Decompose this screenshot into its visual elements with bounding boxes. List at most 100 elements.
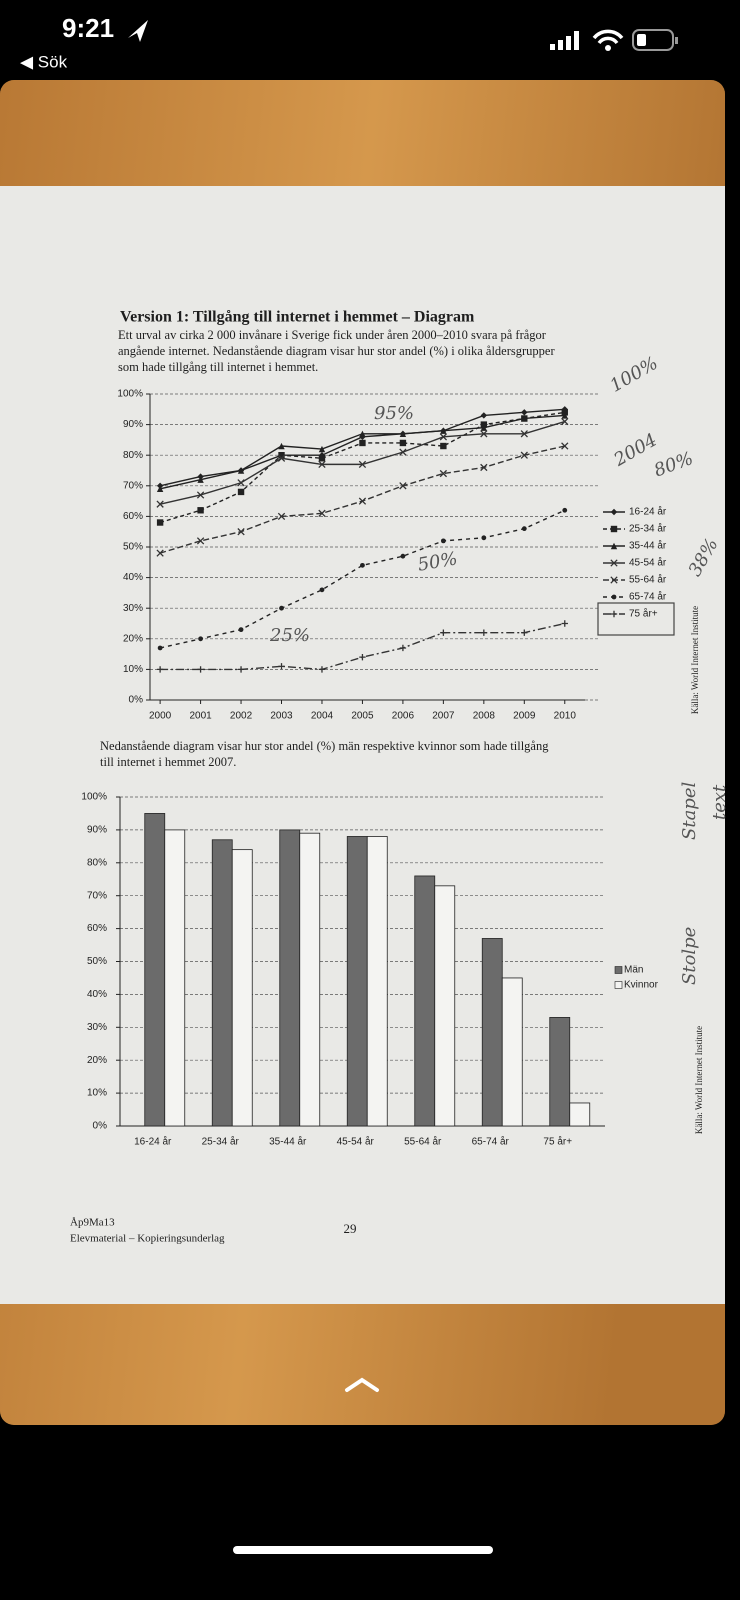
handwritten-note: text: [709, 784, 730, 820]
bar: [549, 1017, 571, 1127]
marker: [561, 412, 568, 419]
expand-chevron[interactable]: [345, 1377, 379, 1392]
marker: [359, 430, 366, 437]
handwritten-note: Stolpe: [679, 927, 700, 985]
marker: [278, 442, 285, 450]
y-tick-label: 0%: [93, 1121, 108, 1132]
y-tick-label: 30%: [123, 603, 143, 614]
marker: [358, 460, 367, 469]
marker: [399, 430, 407, 437]
bar: [414, 875, 436, 1127]
legend-circle: [597, 602, 675, 636]
legend-label: 55-64 år: [629, 574, 667, 586]
y-tick-label: 80%: [123, 450, 143, 461]
marker: [399, 482, 407, 490]
marker: [318, 666, 326, 673]
marker: [400, 553, 406, 559]
marker: [440, 442, 447, 450]
marker: [157, 645, 163, 651]
y-tick-label: 10%: [87, 1088, 107, 1099]
y-tick-label: 100%: [81, 792, 107, 803]
legend-label: 45-54 år: [629, 557, 667, 569]
footer-text: Elevmaterial – Kopieringsunderlag: [70, 1233, 225, 1245]
marker: [277, 454, 286, 462]
bar: [144, 813, 166, 1127]
marker: [196, 537, 205, 545]
y-tick-label: 50%: [87, 956, 107, 967]
marker: [318, 509, 326, 517]
bar: [211, 839, 233, 1127]
marker: [521, 629, 528, 636]
marker: [237, 488, 245, 496]
legend-label: 35-44 år: [629, 540, 667, 552]
bar: [481, 938, 503, 1127]
marker: [562, 507, 568, 513]
y-tick-label: 80%: [87, 857, 107, 868]
x-tick-label: 2008: [473, 711, 496, 722]
y-tick-label: 60%: [123, 511, 143, 522]
x-tick-label: 16-24 år: [134, 1136, 172, 1148]
y-tick-label: 40%: [87, 989, 107, 1000]
y-tick-label: 70%: [123, 480, 143, 491]
marker: [480, 463, 488, 472]
x-tick-label: 2001: [189, 711, 212, 722]
y-tick-label: 90%: [87, 825, 107, 836]
page-number: 29: [344, 1221, 357, 1236]
intro-line: angående internet. Nedanstående diagram …: [118, 344, 555, 358]
y-tick-label: 20%: [87, 1055, 107, 1066]
y-tick-label: 20%: [123, 633, 143, 644]
intro-line: som hade tillgång till internet i hemmet…: [118, 360, 318, 374]
source-label: Källa: World Internet Institute: [690, 606, 700, 714]
marker: [521, 409, 528, 416]
marker: [561, 620, 568, 627]
marker: [610, 576, 618, 584]
marker: [359, 653, 366, 661]
y-tick-label: 60%: [87, 923, 107, 934]
marker: [610, 559, 618, 567]
legend-swatch: [614, 981, 623, 989]
status-time: 9:21: [62, 13, 114, 43]
bar: [366, 836, 388, 1127]
home-indicator[interactable]: [233, 1546, 493, 1554]
marker: [319, 587, 325, 593]
x-tick-label: 2003: [270, 711, 293, 722]
y-tick-label: 100%: [117, 389, 143, 400]
marker: [521, 526, 527, 532]
marker: [610, 525, 618, 533]
bar: [346, 836, 368, 1127]
marker: [440, 629, 447, 636]
marker: [279, 605, 284, 611]
x-tick-label: 45-54 år: [337, 1136, 375, 1148]
signal-icon: [550, 31, 579, 50]
y-tick-label: 50%: [123, 542, 143, 553]
marker: [156, 519, 164, 526]
y-tick-label: 30%: [87, 1022, 107, 1033]
marker: [196, 491, 205, 499]
marker: [197, 666, 204, 673]
marker: [360, 562, 365, 568]
marker: [610, 610, 618, 618]
marker: [358, 497, 367, 505]
bar: [231, 849, 253, 1127]
bar: [569, 1102, 591, 1127]
x-tick-label: 2000: [149, 711, 172, 722]
marker: [278, 663, 285, 670]
marker: [318, 445, 326, 453]
x-tick-label: 2007: [432, 711, 455, 722]
back-link[interactable]: ◀ Sök: [20, 52, 68, 71]
marker: [439, 469, 448, 478]
footer-code: Åp9Ma13: [70, 1217, 115, 1229]
wifi-icon: [592, 29, 624, 45]
marker: [520, 430, 528, 438]
x-tick-label: 2002: [230, 711, 253, 722]
marker: [278, 452, 285, 459]
battery-icon: [632, 29, 678, 51]
marker: [156, 549, 164, 557]
marker: [399, 644, 407, 652]
marker: [561, 442, 569, 450]
x-tick-label: 55-64 år: [404, 1136, 442, 1148]
marker: [561, 417, 569, 426]
marker: [480, 412, 488, 419]
y-tick-label: 70%: [87, 890, 107, 901]
